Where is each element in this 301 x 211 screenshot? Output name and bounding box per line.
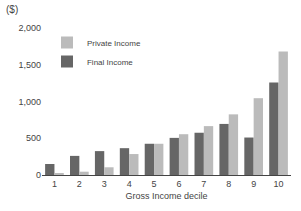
svg-text:Private Income: Private Income (87, 39, 141, 48)
svg-text:500: 500 (26, 133, 41, 143)
svg-text:2: 2 (77, 179, 82, 189)
svg-text:4: 4 (127, 179, 132, 189)
svg-text:Gross Income decile: Gross Income decile (125, 191, 207, 201)
svg-text:Final Income: Final Income (87, 58, 133, 67)
svg-text:0: 0 (36, 170, 41, 180)
svg-text:10: 10 (274, 179, 284, 189)
svg-text:5: 5 (152, 179, 157, 189)
svg-text:2,000: 2,000 (18, 23, 41, 33)
svg-text:($): ($) (6, 4, 18, 15)
svg-text:1,500: 1,500 (18, 60, 41, 70)
svg-text:8: 8 (226, 179, 231, 189)
svg-text:1: 1 (52, 179, 57, 189)
svg-text:7: 7 (201, 179, 206, 189)
svg-text:3: 3 (102, 179, 107, 189)
svg-text:9: 9 (251, 179, 256, 189)
svg-text:1,000: 1,000 (18, 97, 41, 107)
svg-text:6: 6 (176, 179, 181, 189)
